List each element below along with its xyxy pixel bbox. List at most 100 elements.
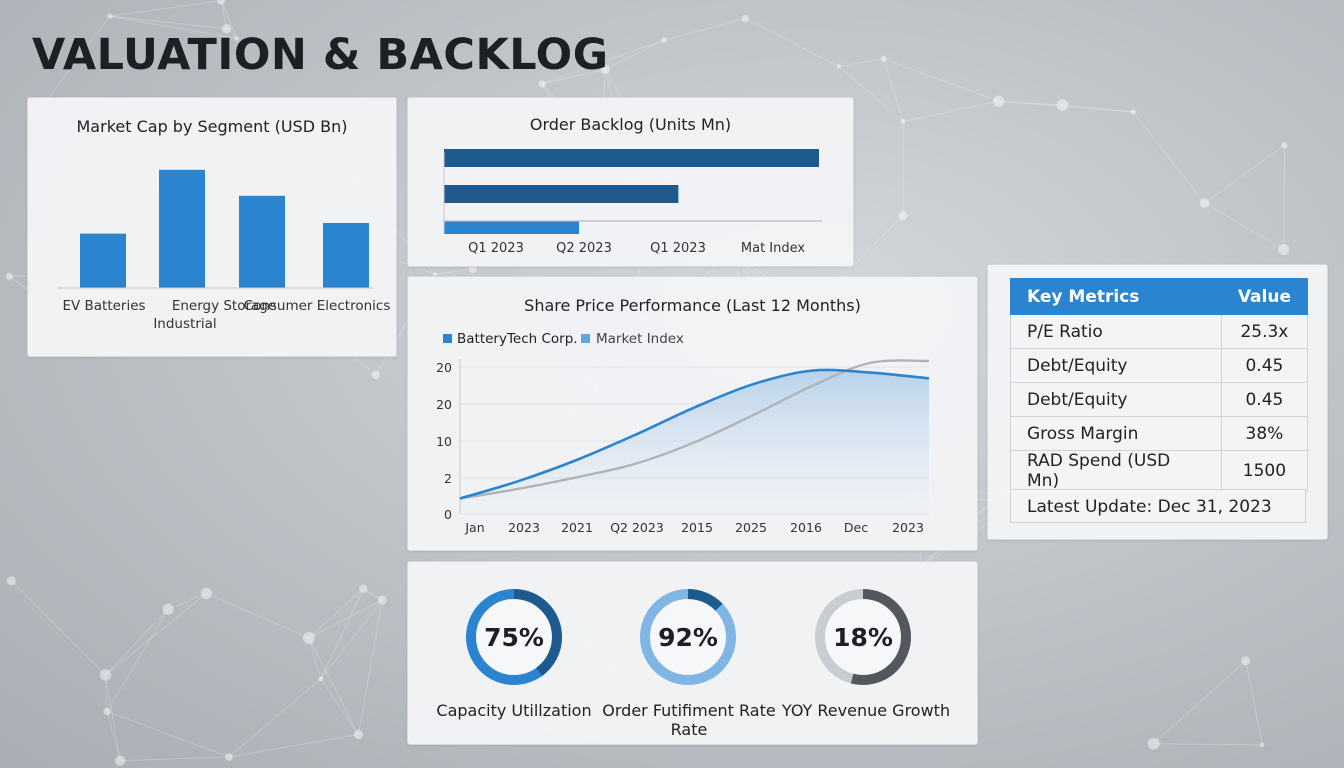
- network-node: [1281, 142, 1288, 149]
- network-line: [363, 588, 383, 601]
- network-node: [359, 584, 368, 593]
- metric-label: P/E Ratio: [1010, 314, 1222, 349]
- metric-value: 0.45: [1220, 348, 1309, 383]
- network-line: [998, 100, 1063, 106]
- table-row: Debt/Equity 0.45: [1010, 348, 1309, 383]
- metric-label: Debt/Equity: [1010, 348, 1222, 383]
- network-line: [320, 678, 359, 735]
- y-tick-label: 20: [436, 360, 452, 375]
- network-node: [1199, 198, 1210, 208]
- network-line: [883, 58, 904, 122]
- network-line: [106, 711, 121, 761]
- network-line: [220, 0, 238, 39]
- network-node: [1130, 109, 1136, 115]
- bar-consumer-electronics: [239, 195, 285, 288]
- metric-value: 25.3x: [1220, 314, 1309, 349]
- network-node: [107, 13, 113, 19]
- bar-energy-storage: [159, 169, 205, 288]
- network-node: [162, 603, 174, 615]
- x-tick-label: EV Batteries: [62, 298, 145, 314]
- network-line: [206, 593, 310, 639]
- x-tick-label: 2016: [790, 520, 822, 535]
- network-line: [105, 674, 121, 761]
- x-tick-label: Mat Index: [741, 241, 806, 256]
- share-price-panel: Share Price Performance (Last 12 Months)…: [407, 276, 978, 551]
- network-line: [1062, 104, 1134, 113]
- x-tick-label: Q1 2023: [650, 241, 706, 256]
- network-line: [105, 674, 108, 712]
- x-tick-label: Energy Storage: [172, 298, 276, 314]
- network-line: [106, 710, 230, 758]
- legend-label-market: Market Index: [596, 331, 684, 347]
- table-row: Gross Margin 38%: [1010, 416, 1309, 451]
- kpi-gauges: 75% 92% 18%: [466, 589, 911, 685]
- network-line: [1153, 660, 1247, 745]
- network-line: [320, 599, 383, 680]
- network-node: [371, 370, 380, 380]
- backlog-bar: [444, 185, 679, 203]
- metric-value: 38%: [1220, 416, 1309, 451]
- network-node: [600, 64, 611, 74]
- network-line: [320, 588, 364, 680]
- network-node: [992, 95, 1005, 107]
- network-node: [741, 14, 750, 23]
- series-line-market-index: [459, 359, 930, 500]
- network-node: [234, 36, 240, 41]
- legend-swatch-batterytech: [443, 334, 452, 343]
- kpi-label-growth: YOY Revenue Growth: [781, 701, 951, 720]
- network-line: [357, 599, 383, 735]
- y-tick-label: 2: [444, 471, 452, 486]
- y-tick-label: 0: [444, 507, 452, 522]
- network-node: [1056, 99, 1069, 111]
- network-node: [318, 676, 324, 682]
- network-line: [308, 637, 322, 680]
- network-line: [109, 15, 237, 39]
- network-node: [898, 211, 908, 221]
- backlog-bar: [444, 149, 819, 167]
- network-node: [5, 272, 13, 280]
- kpi-label-capacity: Capacity Utillzation: [434, 701, 594, 720]
- kpi-label-line: Capacity Utillzation: [436, 701, 592, 720]
- network-node: [217, 0, 226, 5]
- gauge-value: 75%: [484, 623, 544, 652]
- network-line: [903, 100, 999, 122]
- network-line: [106, 608, 169, 712]
- legend-label-batterytech: BatteryTech Corp.: [457, 331, 578, 347]
- order-backlog-chart: Q1 2023 Q2 2023 Q1 2023 Mat Index: [443, 149, 822, 256]
- network-line: [1204, 144, 1285, 204]
- network-line: [1132, 111, 1205, 204]
- kpi-label-line: YOY Revenue Growth: [781, 701, 951, 720]
- market-cap-panel: Market Cap by Segment (USD Bn) EV Batter…: [27, 97, 397, 357]
- network-node: [200, 587, 213, 600]
- network-line: [883, 58, 999, 102]
- order-backlog-title: Order Backlog (Units Mn): [529, 115, 732, 134]
- network-line: [1283, 145, 1285, 250]
- network-node: [880, 55, 887, 62]
- header-value: Value: [1220, 278, 1309, 315]
- network-node: [1147, 737, 1160, 750]
- x-tick-label: 2025: [735, 520, 767, 535]
- network-node: [353, 729, 364, 740]
- share-price-chart: BatteryTech Corp. Market Index 0 2 10 20 20 Jan…: [436, 331, 930, 535]
- network-line: [838, 65, 904, 122]
- network-line: [542, 68, 606, 85]
- table-header-row: Key Metrics Value: [1010, 278, 1309, 315]
- x-tick-label: Q2 2023: [610, 520, 664, 535]
- table-row: RAD Spend (USD Mn) 1500: [1010, 450, 1309, 492]
- y-tick-label: 10: [436, 434, 452, 449]
- metric-label: Debt/Equity: [1010, 382, 1222, 417]
- gauge-value: 92%: [658, 623, 718, 652]
- network-line: [663, 18, 746, 41]
- network-line: [605, 39, 665, 70]
- network-line: [434, 268, 473, 276]
- x-tick-label: Dec: [844, 520, 868, 535]
- network-node: [538, 80, 546, 88]
- latest-update: Latest Update: Dec 31, 2023: [1010, 489, 1306, 523]
- x-tick-label: 2023: [508, 520, 540, 535]
- network-node: [836, 64, 841, 69]
- network-line: [120, 756, 230, 762]
- kpi-label-line2: Rate: [670, 720, 708, 739]
- header-key-metrics: Key Metrics: [1010, 278, 1222, 315]
- x-tick-label: Jan: [464, 520, 484, 535]
